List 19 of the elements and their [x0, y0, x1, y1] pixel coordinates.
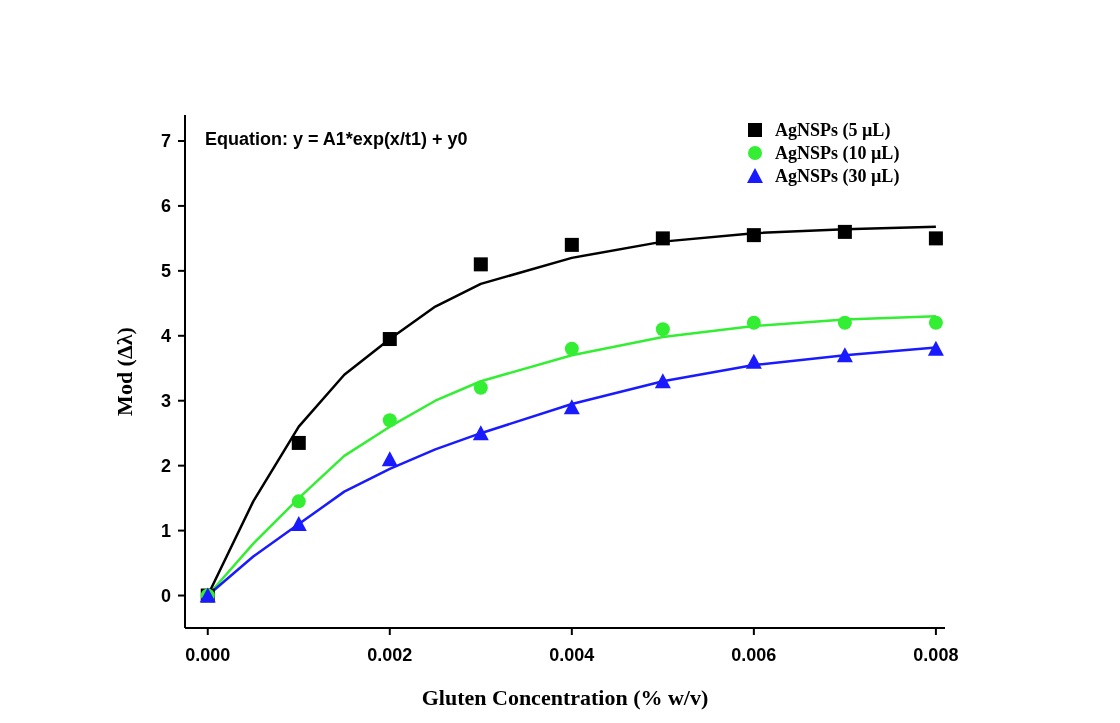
x-axis-title: Gluten Concentration (% w/v) [421, 685, 709, 710]
x-tick-label: 0.004 [549, 645, 595, 665]
y-tick-label: 5 [160, 260, 171, 281]
x-tick-label: 0.002 [367, 645, 413, 665]
y-tick-label: 7 [160, 130, 171, 151]
x-tick-label: 0.008 [913, 645, 959, 665]
legend-label: AgNSPs (30 µL) [775, 166, 900, 187]
annotation: Equation: y = A1*exp(x/t1) + y0 [205, 129, 468, 149]
y-axis-title: Mod (Δλ) [112, 327, 137, 416]
x-tick-label: 0.006 [731, 645, 777, 665]
legend-label: AgNSPs (5 µL) [775, 120, 891, 141]
y-tick-label: 4 [160, 325, 171, 346]
y-tick-label: 1 [160, 520, 171, 541]
y-tick-label: 3 [160, 390, 171, 411]
x-tick-label: 0.000 [185, 645, 231, 665]
y-tick-label: 0 [160, 585, 171, 606]
y-tick-label: 2 [160, 455, 171, 476]
y-tick-label: 6 [160, 195, 171, 216]
legend-label: AgNSPs (10 µL) [775, 143, 900, 164]
